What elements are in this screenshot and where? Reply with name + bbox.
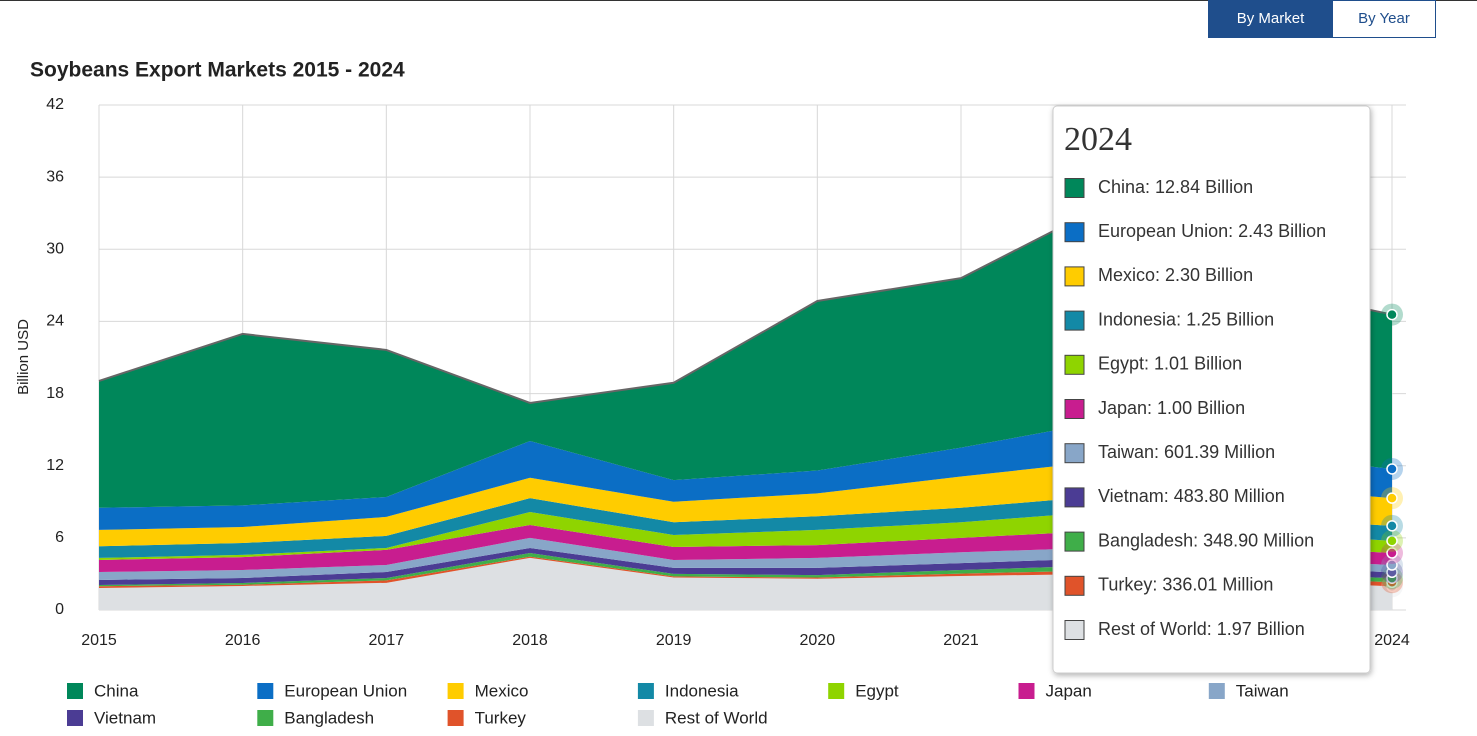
legend-swatch: [67, 683, 83, 699]
legend-swatch: [257, 710, 274, 726]
y-tick-label: 42: [46, 96, 64, 113]
y-tick-label: 18: [46, 385, 64, 402]
legend-label: China: [94, 681, 139, 700]
tooltip-box: [1052, 105, 1371, 674]
tooltip-swatch: [1064, 399, 1085, 419]
legend-label: Bangladesh: [284, 708, 374, 727]
tooltip-swatch: [1064, 266, 1085, 287]
tooltip-swatch: [1064, 575, 1085, 596]
legend-swatch: [447, 683, 464, 699]
x-tick-label: 2018: [512, 632, 548, 649]
tooltip-entry: Taiwan: 601.39 Million: [1098, 442, 1275, 462]
tooltip-entry: Rest of World: 1.97 Billion: [1098, 619, 1305, 639]
top-border: [0, 0, 1477, 1]
point-marker: [1386, 492, 1398, 504]
tooltip-swatch: [1064, 310, 1085, 331]
legend-label: Egypt: [855, 681, 899, 700]
tooltip-entry: Bangladesh: 348.90 Million: [1098, 530, 1314, 550]
x-tick-label: 2016: [225, 632, 261, 649]
tooltip-entry: Mexico: 2.30 Billion: [1098, 265, 1253, 285]
legend-label: Taiwan: [1236, 681, 1289, 700]
x-tick-label: 2020: [800, 632, 836, 649]
legend-swatch: [257, 683, 274, 699]
by-year-button[interactable]: By Year: [1332, 0, 1436, 38]
y-tick-label: 12: [46, 457, 64, 474]
tooltip-swatch: [1064, 487, 1085, 508]
tooltip-entry: Egypt: 1.01 Billion: [1098, 354, 1242, 374]
tooltip-swatch: [1064, 222, 1085, 243]
y-tick-label: 0: [55, 601, 64, 618]
legend-label: Indonesia: [665, 681, 739, 700]
legend-label: Japan: [1046, 681, 1092, 700]
point-marker: [1386, 547, 1398, 559]
by-market-button[interactable]: By Market: [1208, 0, 1333, 38]
y-tick-label: 36: [46, 168, 64, 185]
tooltip-swatch: [1064, 620, 1085, 640]
y-axis-label: Billion USD: [15, 319, 32, 395]
legend-label: European Union: [284, 681, 407, 700]
tooltip-entry: Turkey: 336.01 Million: [1098, 575, 1273, 595]
x-tick-label: 2021: [943, 632, 979, 649]
tooltip-swatch: [1064, 531, 1085, 552]
x-tick-label: 2024: [1374, 632, 1410, 649]
point-marker: [1386, 308, 1398, 321]
tooltip-swatch: [1064, 178, 1085, 198]
legend-swatch: [1018, 683, 1035, 699]
point-marker: [1386, 520, 1398, 532]
y-tick-label: 6: [55, 529, 64, 546]
tooltip-entry: Indonesia: 1.25 Billion: [1098, 309, 1274, 329]
point-marker: [1386, 535, 1398, 547]
legend-swatch: [447, 710, 464, 726]
y-tick-label: 30: [46, 241, 64, 258]
legend-swatch: [828, 683, 845, 699]
tooltip-entry: Vietnam: 483.80 Million: [1098, 486, 1285, 506]
chart-title: Soybeans Export Markets 2015 - 2024: [30, 59, 405, 82]
point-marker: [1386, 463, 1398, 475]
legend-swatch: [637, 710, 654, 726]
tooltip-entry: Japan: 1.00 Billion: [1098, 398, 1245, 418]
legend-label: Mexico: [475, 681, 529, 700]
tooltip-entry: European Union: 2.43 Billion: [1098, 221, 1326, 241]
tooltip: 2024 China: 12.84 Billion European Union: …: [1052, 105, 1371, 674]
tooltip-title: 2024: [1064, 121, 1132, 158]
tooltip-swatch: [1064, 354, 1085, 375]
legend-swatch: [1208, 683, 1225, 699]
legend-label: Vietnam: [94, 708, 156, 727]
x-tick-label: 2015: [81, 632, 117, 649]
x-tick-label: 2019: [656, 632, 692, 649]
legend-swatch: [67, 710, 83, 726]
legend-label: Rest of World: [665, 708, 768, 727]
tooltip-swatch: [1064, 443, 1085, 464]
legend-swatch: [637, 683, 654, 699]
x-tick-label: 2017: [369, 632, 405, 649]
y-tick-label: 24: [46, 313, 64, 330]
point-marker: [1386, 559, 1398, 571]
legend-label: Turkey: [475, 708, 527, 727]
tooltip-entry: China: 12.84 Billion: [1098, 177, 1253, 197]
